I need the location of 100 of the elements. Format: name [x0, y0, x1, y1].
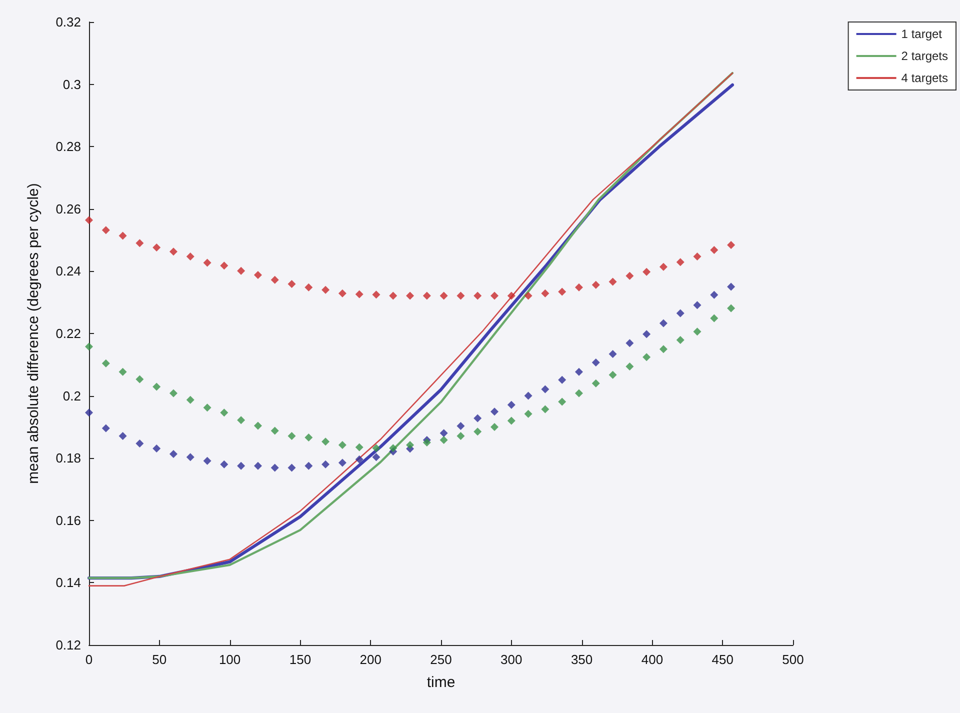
point — [136, 375, 144, 384]
point — [322, 438, 330, 446]
x-tick-label: 0 — [85, 652, 93, 667]
x-tick-label: 400 — [641, 652, 664, 667]
point — [456, 432, 465, 440]
point — [608, 278, 617, 286]
point — [574, 368, 583, 376]
point — [304, 434, 313, 442]
point — [574, 283, 583, 292]
point — [406, 441, 414, 450]
x-tick-label: 500 — [782, 652, 804, 667]
y-tick-label: 0.28 — [56, 139, 81, 154]
point — [490, 292, 499, 300]
x-tick-label: 200 — [360, 652, 382, 667]
point — [524, 392, 532, 400]
point — [676, 258, 684, 266]
point — [322, 460, 330, 468]
point — [541, 385, 550, 394]
y-axis-title: mean absolute difference (degrees per cycle) — [25, 183, 42, 484]
point — [254, 270, 262, 279]
point — [152, 244, 161, 252]
point — [355, 443, 364, 452]
x-tick-label: 350 — [570, 652, 593, 667]
point — [592, 379, 600, 388]
point — [85, 342, 93, 351]
point — [608, 350, 617, 358]
point — [136, 439, 144, 448]
point — [220, 460, 228, 468]
point — [322, 286, 330, 294]
point — [676, 309, 684, 318]
point — [102, 424, 110, 432]
point — [456, 422, 465, 430]
point — [507, 400, 516, 409]
point — [220, 262, 228, 270]
point — [440, 436, 448, 444]
point — [676, 336, 684, 344]
point — [456, 292, 465, 300]
point — [727, 241, 736, 250]
point — [372, 444, 380, 452]
point — [186, 396, 194, 404]
y-tick-label: 0.14 — [56, 575, 81, 590]
point — [422, 292, 431, 300]
x-axis-title: time — [426, 674, 456, 691]
point — [338, 289, 346, 298]
point — [626, 362, 634, 371]
point — [85, 408, 93, 417]
point — [727, 304, 736, 312]
point — [389, 444, 398, 452]
point — [389, 292, 398, 300]
point — [372, 290, 380, 299]
point — [507, 416, 516, 425]
point — [118, 232, 127, 240]
point — [507, 292, 516, 300]
point — [541, 405, 550, 414]
point — [710, 290, 718, 299]
point — [355, 290, 364, 298]
point — [524, 292, 532, 300]
point — [642, 330, 651, 338]
y-tick-label: 0.24 — [56, 264, 81, 279]
point — [169, 248, 178, 256]
point — [659, 319, 668, 328]
point — [558, 288, 566, 296]
point — [102, 226, 110, 234]
point — [338, 458, 346, 467]
x-tick-label: 100 — [218, 652, 241, 667]
point — [237, 462, 246, 470]
point — [710, 314, 718, 322]
point — [270, 276, 279, 284]
point — [541, 289, 550, 298]
point — [574, 389, 583, 398]
legend-label: 4 targets — [901, 71, 948, 85]
point — [237, 266, 246, 275]
point — [406, 292, 414, 300]
point — [642, 353, 651, 362]
point — [102, 359, 110, 368]
point — [592, 358, 600, 366]
point — [186, 252, 194, 261]
point — [270, 464, 279, 472]
point — [203, 404, 212, 412]
point — [237, 416, 246, 424]
point — [727, 282, 736, 291]
y-tick-label: 0.26 — [56, 201, 81, 216]
point — [152, 382, 161, 391]
y-tick-label: 0.12 — [56, 638, 81, 652]
point — [710, 246, 718, 254]
legend-label: 2 targets — [901, 49, 948, 63]
point — [608, 370, 617, 379]
y-tick-label: 0.32 — [56, 14, 81, 30]
point — [626, 339, 634, 348]
point — [474, 428, 482, 436]
y-tick-label: 0.22 — [56, 326, 81, 341]
point — [118, 368, 127, 376]
point — [440, 429, 448, 438]
point — [659, 345, 668, 354]
point — [355, 455, 364, 464]
point — [490, 422, 499, 431]
point — [254, 462, 262, 470]
point — [490, 408, 499, 416]
point — [203, 258, 212, 267]
x-tick-label: 250 — [430, 652, 452, 667]
